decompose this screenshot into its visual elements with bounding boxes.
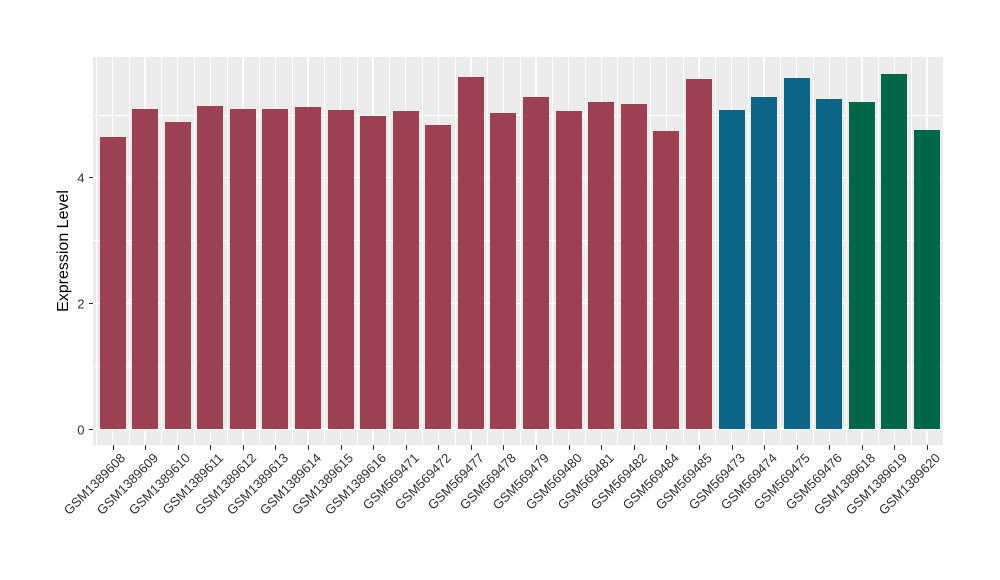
x-tick-mark [242, 445, 244, 450]
gridline-minor-x [715, 57, 716, 445]
bar-GSM1389620 [914, 129, 940, 429]
gridline-minor-x [128, 57, 130, 445]
y-axis-title: Expression Level [55, 190, 72, 312]
x-tick-mark [536, 445, 538, 450]
x-tick-mark [470, 445, 472, 450]
bar-GSM569472 [425, 124, 452, 429]
x-tick-mark [145, 445, 147, 450]
bar-GSM569477 [457, 76, 484, 429]
plot-panel [93, 57, 943, 445]
gridline-minor-x [356, 57, 358, 445]
gridline-minor-x [161, 57, 163, 445]
x-tick-mark [307, 445, 309, 450]
x-tick-mark [210, 445, 212, 450]
gridline-minor-x [650, 57, 651, 445]
y-tick-mark [88, 429, 93, 430]
gridline-minor-x [193, 57, 195, 445]
gridline-minor-x [552, 57, 554, 445]
x-tick-mark [340, 445, 342, 450]
x-tick-mark [405, 445, 407, 450]
x-tick-mark [601, 445, 603, 450]
bar-GSM569478 [490, 112, 517, 429]
x-tick-mark [829, 445, 831, 450]
bar-GSM569481 [588, 101, 615, 429]
gridline-minor-x [259, 57, 260, 445]
x-tick-mark [112, 445, 114, 450]
x-tick-mark [438, 445, 440, 450]
bar-GSM569482 [620, 104, 647, 429]
gridline-minor-x [682, 57, 684, 445]
gridline-minor-x [324, 57, 325, 445]
gridline-minor-x [747, 57, 749, 445]
gridline-minor-x [878, 57, 879, 445]
gridline-minor-x [584, 57, 586, 445]
bar-GSM1389618 [848, 101, 875, 429]
gridline-minor-x [422, 57, 423, 445]
x-tick-mark [796, 445, 798, 450]
x-tick-mark [568, 445, 570, 450]
bar-GSM1389609 [132, 109, 159, 429]
x-tick-mark [731, 445, 733, 450]
x-tick-mark [177, 445, 179, 450]
bar-GSM569476 [816, 98, 843, 429]
bar-GSM569471 [392, 111, 419, 429]
y-tick-mark [88, 303, 93, 305]
x-tick-mark [894, 445, 896, 450]
bar-GSM1389614 [294, 106, 321, 429]
bar-GSM569485 [685, 78, 712, 429]
gridline-minor-x [780, 57, 782, 445]
x-tick-mark [633, 445, 635, 450]
gridline-minor-x [812, 57, 814, 445]
gridline-minor-x [226, 57, 228, 445]
x-tick-mark [275, 445, 277, 450]
bar-GSM1389610 [164, 122, 191, 429]
bar-GSM569480 [555, 111, 582, 429]
gridline-minor-x [910, 57, 912, 445]
bar-GSM569475 [783, 78, 810, 429]
gridline-minor-x [487, 57, 488, 445]
y-tick-label: 4 [77, 170, 85, 186]
gridline-minor-y [93, 240, 943, 241]
y-tick-label: 2 [77, 296, 85, 312]
x-tick-mark [666, 445, 668, 450]
bar-GSM1389608 [99, 137, 126, 429]
gridline-minor-x [617, 57, 619, 445]
bar-GSM569474 [751, 96, 778, 429]
bar-GSM1389615 [327, 110, 354, 429]
bar-GSM1389611 [197, 105, 224, 429]
y-tick-mark [88, 177, 93, 179]
x-tick-mark [373, 445, 375, 450]
gridline-minor-y [93, 114, 943, 116]
bar-GSM569479 [523, 96, 550, 429]
x-tick-mark [764, 445, 766, 450]
bar-GSM569473 [718, 110, 745, 429]
gridline-minor-x [845, 57, 847, 445]
gridline-minor-y [93, 366, 943, 367]
gridline-major-y [93, 428, 943, 430]
gridline-major-y [93, 176, 943, 179]
gridline-major-y [93, 302, 943, 304]
bar-GSM1389619 [881, 73, 908, 429]
bar-GSM1389612 [229, 109, 256, 429]
gridline-minor-x [454, 57, 456, 445]
gridline-minor-x [389, 57, 391, 445]
bar-GSM1389613 [262, 108, 289, 429]
x-tick-mark [698, 445, 700, 450]
bar-GSM1389616 [360, 116, 387, 429]
bar-GSM569484 [653, 130, 680, 429]
x-tick-mark [927, 445, 928, 450]
gridline-minor-x [519, 57, 521, 445]
x-tick-mark [861, 445, 863, 450]
gridline-minor-x [291, 57, 293, 445]
gridline-minor-x [96, 57, 97, 445]
x-tick-mark [503, 445, 505, 450]
y-tick-label: 0 [77, 422, 85, 437]
